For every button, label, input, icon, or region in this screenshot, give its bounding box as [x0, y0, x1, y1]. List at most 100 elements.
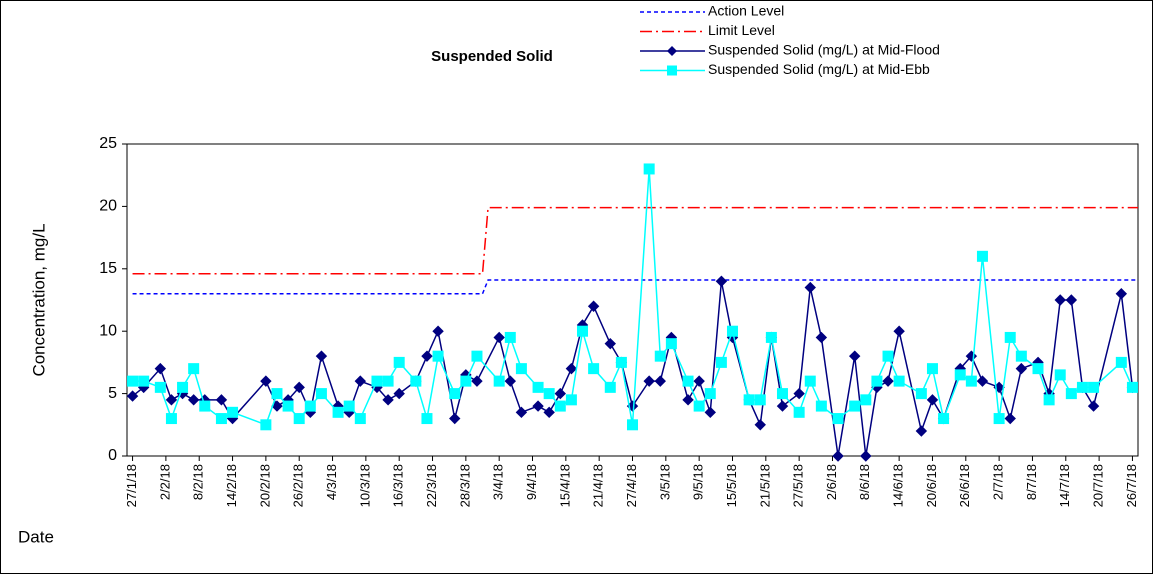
marker — [743, 394, 755, 406]
legend-marker — [667, 46, 677, 56]
marker — [915, 425, 928, 437]
marker — [1076, 381, 1088, 393]
marker — [126, 390, 139, 402]
marker — [954, 369, 966, 381]
marker — [793, 406, 805, 418]
marker — [565, 362, 578, 375]
marker — [776, 388, 788, 400]
marker — [832, 450, 844, 462]
marker — [199, 400, 211, 412]
x-tick-label: 28/3/18 — [457, 464, 472, 507]
marker — [332, 406, 344, 418]
marker — [382, 394, 394, 406]
marker — [293, 381, 305, 394]
marker — [776, 400, 789, 412]
marker — [587, 300, 600, 312]
x-tick-label: 9/5/18 — [691, 464, 706, 500]
legend-label: Suspended Solid (mg/L) at Mid-Ebb — [708, 61, 930, 77]
marker — [543, 388, 555, 400]
marker — [554, 400, 566, 412]
marker — [993, 413, 1005, 425]
x-tick-label: 8/2/18 — [191, 464, 206, 500]
marker — [393, 387, 405, 400]
marker — [926, 394, 939, 406]
marker — [227, 406, 239, 418]
marker — [382, 375, 394, 387]
marker — [315, 388, 327, 400]
marker — [154, 381, 166, 393]
x-tick-label: 4/3/18 — [324, 464, 339, 500]
marker — [682, 394, 694, 406]
legend-label: Limit Level — [708, 22, 775, 38]
marker — [493, 331, 505, 344]
x-tick-label: 15/5/18 — [724, 464, 739, 507]
x-tick-label: 21/5/18 — [757, 464, 772, 507]
marker — [565, 394, 577, 406]
marker — [127, 375, 139, 387]
marker — [793, 387, 805, 400]
x-tick-label: 14/6/18 — [891, 464, 906, 507]
x-tick-label: 27/4/18 — [624, 464, 639, 507]
marker — [354, 375, 367, 387]
x-tick-label: 20/2/18 — [257, 464, 272, 507]
marker — [371, 375, 383, 387]
marker — [165, 413, 177, 425]
x-tick-label: 15/4/18 — [557, 464, 572, 507]
marker — [849, 400, 861, 412]
x-tick-label: 27/5/18 — [791, 464, 806, 507]
x-tick-label: 2/6/18 — [824, 464, 839, 500]
marker — [1115, 356, 1127, 368]
marker — [343, 400, 355, 412]
marker — [460, 375, 472, 387]
chart-title: Suspended Solid — [431, 48, 553, 65]
marker — [1115, 288, 1128, 300]
x-tick-label: 2/7/18 — [991, 464, 1006, 500]
marker — [177, 381, 189, 393]
x-tick-label: 20/6/18 — [924, 464, 939, 507]
marker — [354, 413, 366, 425]
x-tick-label: 8/6/18 — [857, 464, 872, 500]
x-tick-label: 27/1/18 — [124, 464, 139, 507]
marker — [432, 325, 444, 337]
marker — [532, 381, 544, 393]
marker — [1088, 381, 1100, 393]
marker — [804, 375, 816, 387]
marker — [754, 394, 766, 406]
marker — [1065, 388, 1077, 400]
marker — [882, 350, 894, 362]
x-tick-label: 3/4/18 — [491, 464, 506, 500]
marker — [187, 394, 200, 406]
marker — [515, 406, 528, 419]
marker — [976, 250, 988, 262]
marker — [138, 375, 150, 387]
marker — [938, 413, 950, 425]
marker — [1054, 369, 1066, 381]
y-tick-label: 20 — [99, 198, 117, 215]
marker — [504, 375, 516, 387]
x-tick-label: 20/7/18 — [1091, 464, 1106, 507]
marker — [304, 400, 316, 412]
marker — [1087, 400, 1100, 412]
marker — [188, 363, 200, 375]
marker — [604, 381, 616, 393]
y-tick-label: 15 — [99, 260, 117, 277]
marker — [654, 350, 666, 362]
marker — [704, 388, 716, 400]
marker — [1065, 294, 1078, 306]
marker — [643, 163, 655, 175]
marker — [1054, 294, 1066, 306]
marker — [543, 406, 555, 419]
legend-label: Action Level — [708, 3, 784, 19]
marker — [765, 331, 777, 343]
series-line — [132, 206, 1138, 275]
marker — [682, 375, 694, 387]
marker — [410, 375, 422, 387]
x-tick-label: 16/3/18 — [391, 464, 406, 507]
y-tick-label: 5 — [108, 385, 117, 402]
y-tick-label: 25 — [99, 135, 117, 152]
marker — [704, 406, 716, 419]
marker — [504, 331, 516, 343]
marker — [654, 375, 666, 387]
